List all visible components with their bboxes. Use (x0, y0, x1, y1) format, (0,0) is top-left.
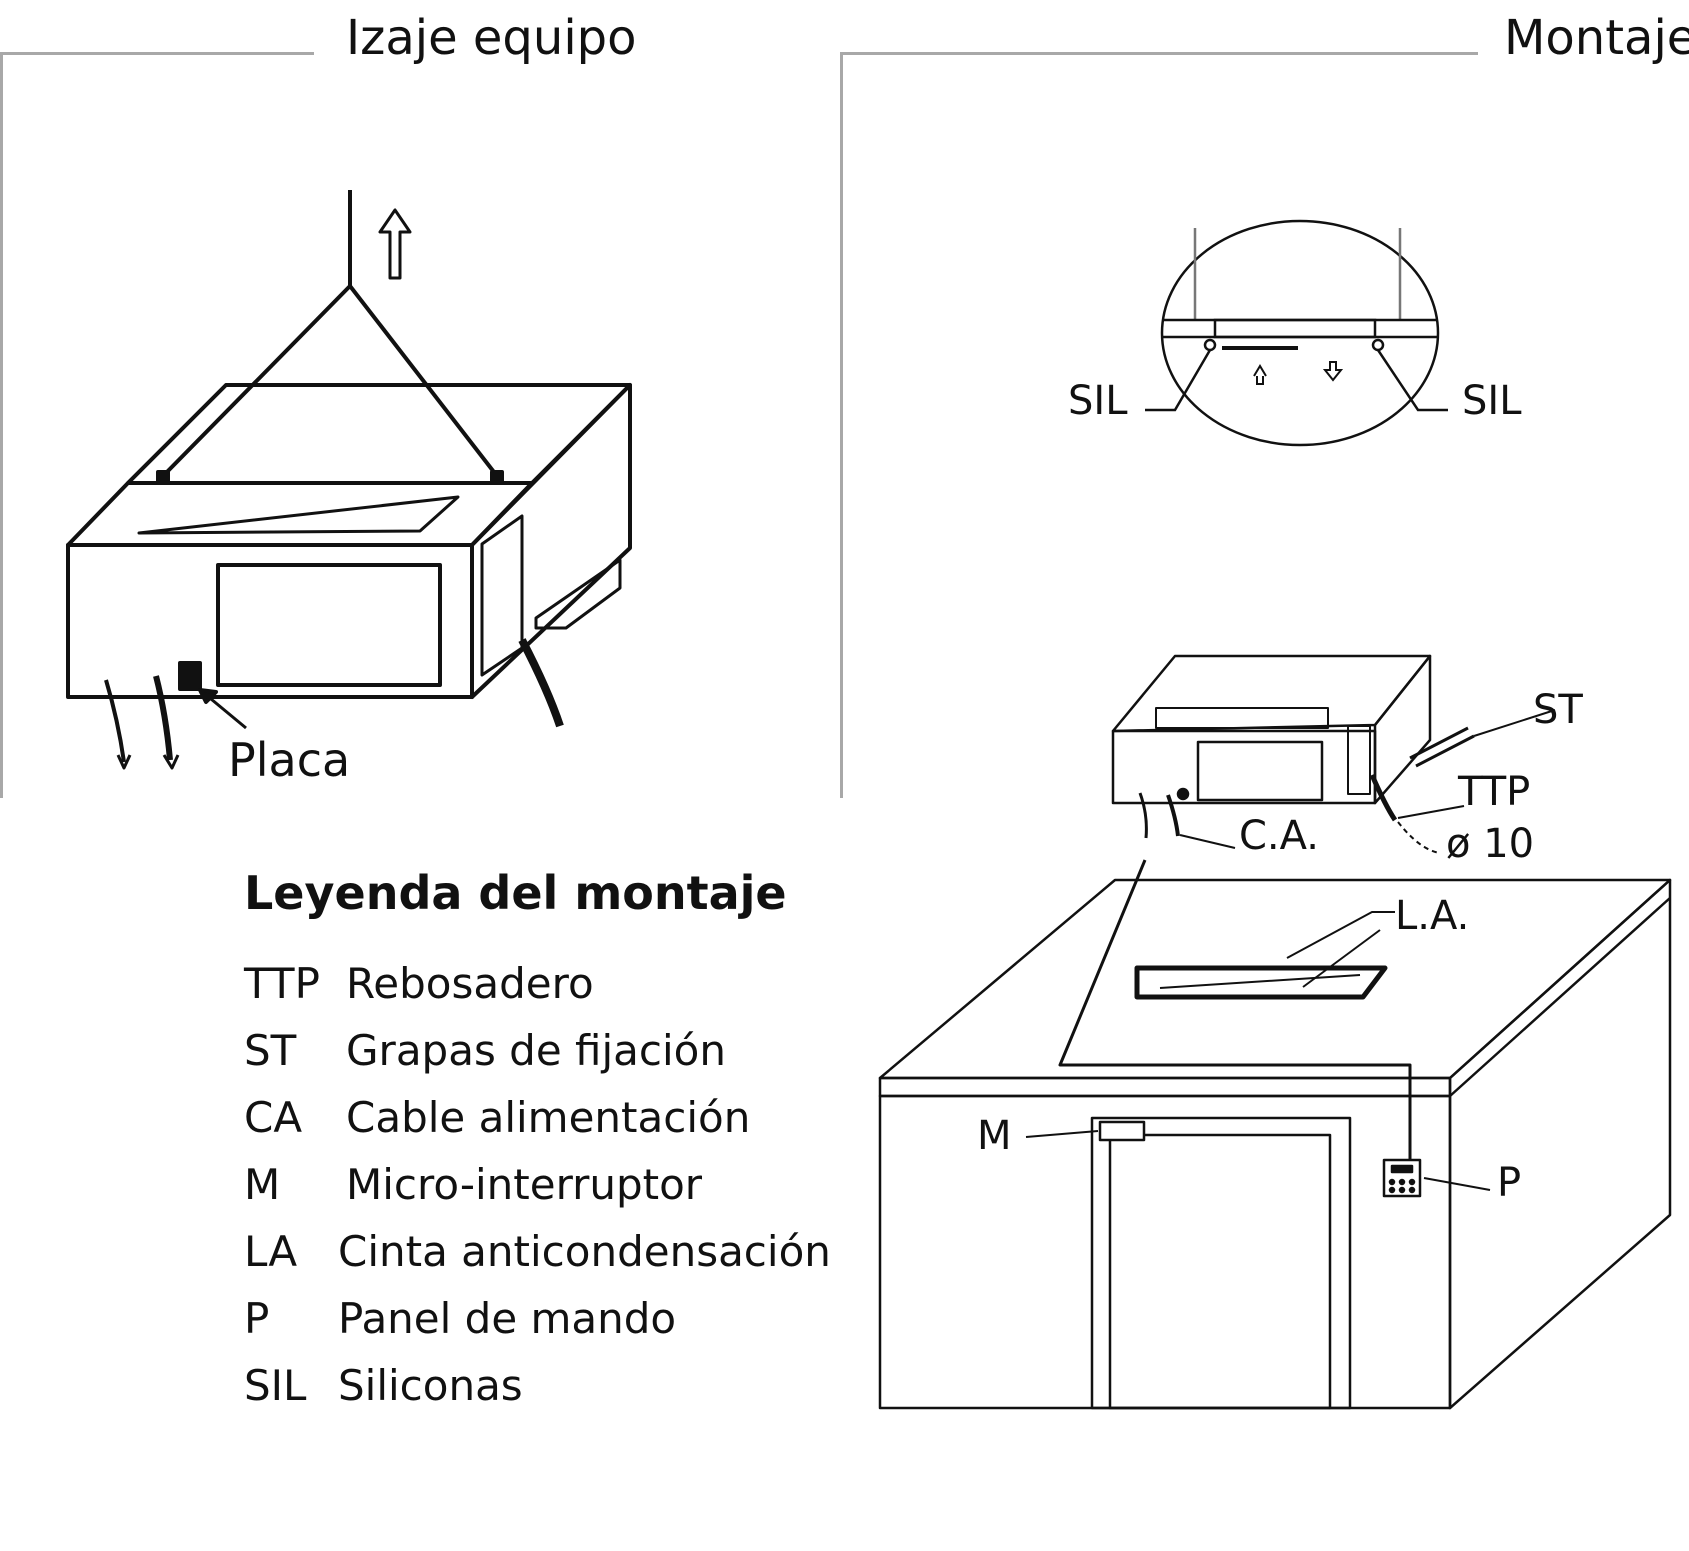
legend-desc: Rebosadero (346, 959, 594, 1008)
ca-leader (1179, 834, 1236, 849)
small-unit-side (1373, 654, 1432, 805)
lifting-sling-right (348, 284, 499, 478)
sil-bead-left (1203, 338, 1217, 352)
la-leader-upper (1286, 911, 1395, 959)
detail-oval (1160, 219, 1440, 447)
micro-switch (1098, 1120, 1146, 1142)
sil-bead-right (1371, 338, 1385, 352)
legend-desc: Cinta anticondensación (338, 1227, 831, 1276)
unit-side-face (470, 383, 632, 699)
door-frame (1090, 1116, 1352, 1410)
room-top-band (878, 1076, 1452, 1098)
sil-left-label: SIL (1068, 378, 1128, 424)
unit-front-face (66, 543, 474, 699)
detail-down-arrow-icon (1322, 361, 1344, 382)
lifting-point-left (156, 470, 170, 484)
panel-cable (1058, 859, 1412, 1160)
legend-desc: Panel de mando (338, 1294, 677, 1343)
hose-left-tip (162, 754, 180, 770)
room-front-face (878, 1094, 1452, 1410)
legend-desc: Cable alimentación (346, 1093, 751, 1142)
door-leaf (1108, 1133, 1332, 1410)
legend-code: P (244, 1294, 270, 1343)
legend-code: TTP (244, 959, 320, 1008)
lifting-frame-top-line (0, 52, 314, 55)
legend-code: SIL (244, 1361, 307, 1410)
la-leader-lower (1302, 929, 1381, 988)
hose-left (153, 675, 173, 761)
ttp-leader (1397, 805, 1465, 819)
diameter-label: ø 10 (1446, 821, 1535, 867)
unit-side-bracket (534, 558, 622, 630)
small-unit-top (1111, 654, 1432, 733)
legend-code: LA (244, 1227, 298, 1276)
st-clip (1409, 726, 1475, 768)
lifting-sling-left (161, 284, 352, 478)
legend-code: M (244, 1160, 281, 1209)
plate-leader-arrow (198, 688, 218, 704)
ca-cable-right (1166, 794, 1180, 837)
lifting-section-title: Izaje equipo (346, 10, 637, 66)
legend-desc: Micro-interruptor (346, 1160, 703, 1209)
up-arrow-icon (378, 208, 412, 280)
legend-desc: Siliconas (338, 1361, 523, 1410)
unit-top-opening (137, 495, 460, 535)
st-leader (1473, 709, 1556, 737)
mounting-frame-left-line (840, 52, 843, 798)
mounting-frame-top-line (840, 52, 1478, 55)
sil-left-leader (1145, 349, 1212, 412)
mounting-section-title: Montaje (1504, 10, 1689, 66)
cable-left (104, 679, 126, 763)
drain-hose-right (518, 638, 564, 728)
la-frame (1134, 965, 1388, 1000)
detail-up-arrow-icon (1253, 364, 1267, 385)
sil-right-leader (1376, 349, 1448, 412)
legend-code: CA (244, 1093, 303, 1142)
small-unit-top-opening (1155, 707, 1329, 729)
st-label: ST (1533, 687, 1583, 733)
p-label: P (1497, 1160, 1522, 1206)
lifting-frame-left-line (0, 52, 3, 798)
unit-front-panel (216, 563, 442, 687)
ttp-label: TTP (1458, 769, 1531, 815)
unit-side-panel (480, 514, 524, 677)
mounting-drawing (878, 654, 1672, 1410)
plate-label: Placa (228, 733, 351, 787)
sil-right-label: SIL (1462, 378, 1522, 424)
silicone-detail-drawing (1145, 219, 1448, 447)
small-unit-side-panel (1347, 725, 1371, 795)
lifting-point-right (490, 470, 504, 484)
m-label: M (977, 1113, 1012, 1159)
plate-leader-line (204, 692, 247, 730)
legend-title: Leyenda del montaje (244, 866, 787, 920)
la-label: L.A. (1395, 893, 1470, 939)
diameter-leader (1397, 821, 1441, 854)
ttp-drain (1369, 774, 1398, 822)
ca-label: C.A. (1239, 813, 1320, 859)
small-unit-front-panel (1196, 740, 1324, 802)
room-side-face (1448, 878, 1672, 1410)
cable-left-tip (116, 754, 132, 770)
lifting-unit-drawing (66, 190, 632, 770)
legend-code: ST (244, 1026, 297, 1075)
legend-desc: Grapas de fijación (346, 1026, 726, 1075)
room-top-face (878, 878, 1672, 1080)
unit-plate (178, 661, 202, 691)
p-leader (1423, 1177, 1491, 1191)
m-leader (1025, 1130, 1099, 1138)
ca-cable-left (1138, 792, 1148, 839)
